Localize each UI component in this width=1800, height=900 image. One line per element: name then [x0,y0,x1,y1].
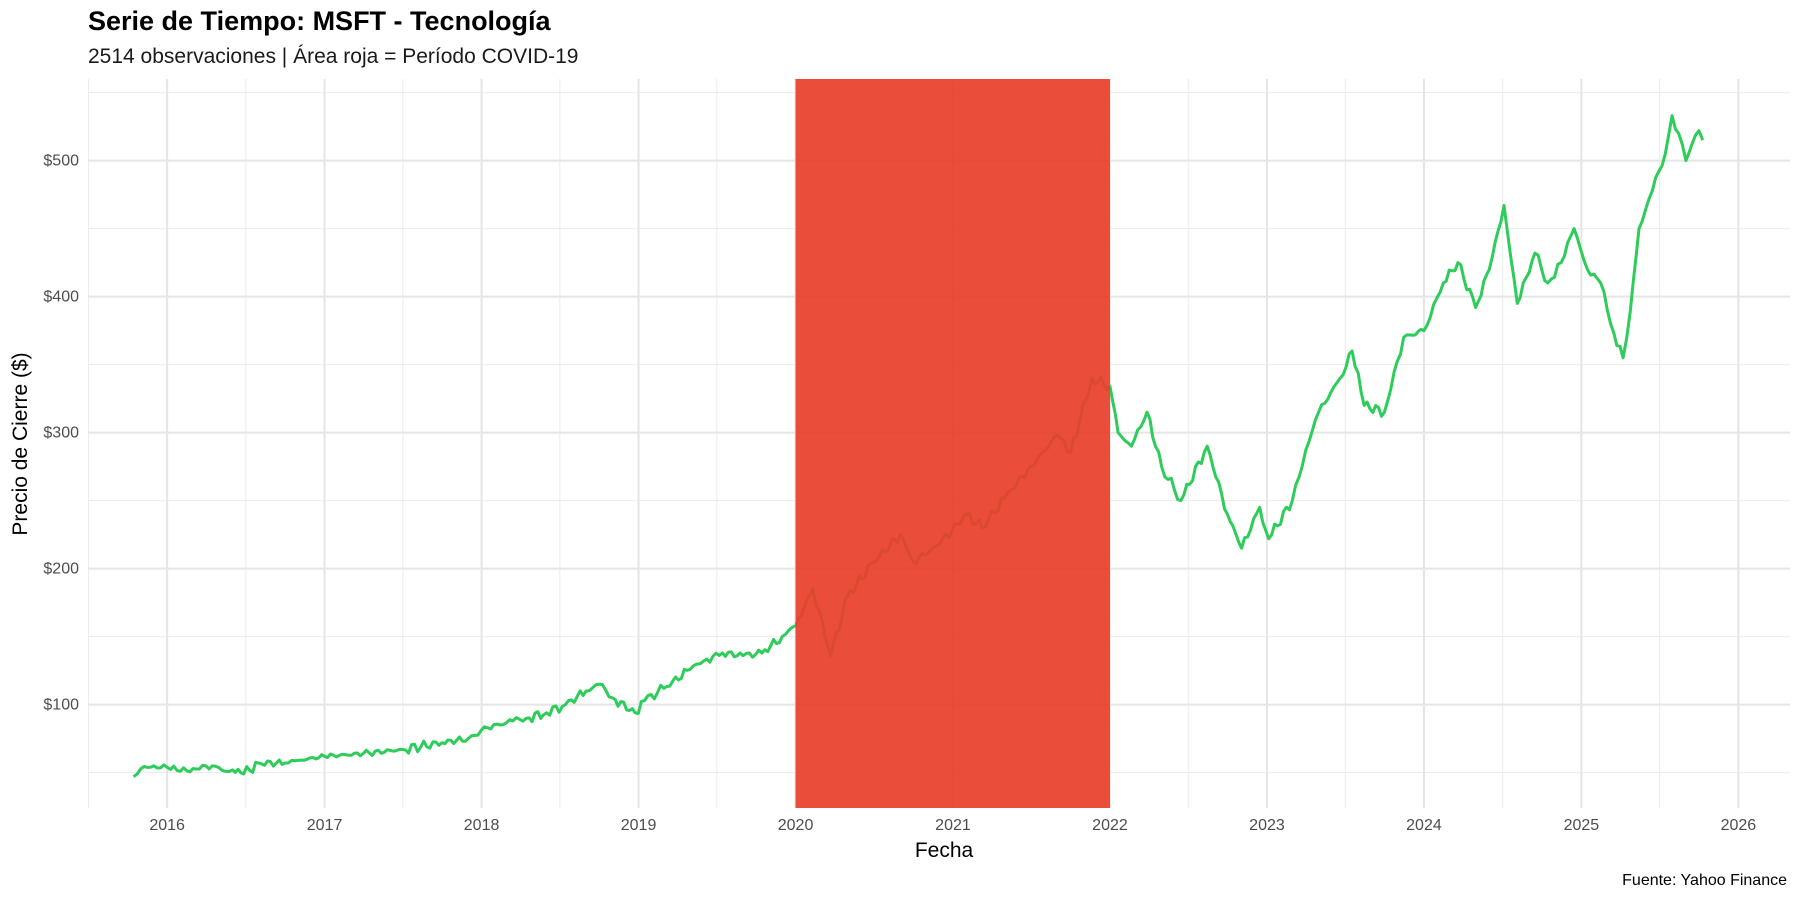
x-tick-label: 2017 [307,817,343,834]
x-tick-label: 2026 [1721,817,1757,834]
chart-subtitle: 2514 observaciones | Área roja = Período… [88,45,578,68]
x-tick-label: 2019 [621,817,657,834]
y-tick-label: $100 [43,697,79,714]
x-tick-label: 2020 [778,817,814,834]
x-tick-labels: 2016 2017 2018 2019 2020 2021 2022 2023 2024 2025… [149,817,1756,834]
x-tick-label: 2022 [1092,817,1128,834]
covid-period-region [795,79,1110,808]
y-tick-label: $300 [43,425,79,442]
x-tick-label: 2018 [464,817,500,834]
x-tick-label: 2024 [1406,817,1442,834]
chart-caption: Fuente: Yahoo Finance [1622,872,1787,889]
y-tick-labels: $100 $200 $300 $400 $500 [43,153,79,714]
y-tick-label: $400 [43,289,79,306]
y-tick-label: $500 [43,153,79,170]
chart-title: Serie de Tiempo: MSFT - Tecnología [88,6,552,36]
x-tick-label: 2021 [935,817,971,834]
y-tick-label: $200 [43,561,79,578]
x-axis-title: Fecha [915,839,974,862]
y-axis-title: Precio de Cierre ($) [9,352,32,535]
x-tick-label: 2023 [1249,817,1285,834]
x-tick-label: 2016 [149,817,185,834]
x-tick-label: 2025 [1564,817,1600,834]
